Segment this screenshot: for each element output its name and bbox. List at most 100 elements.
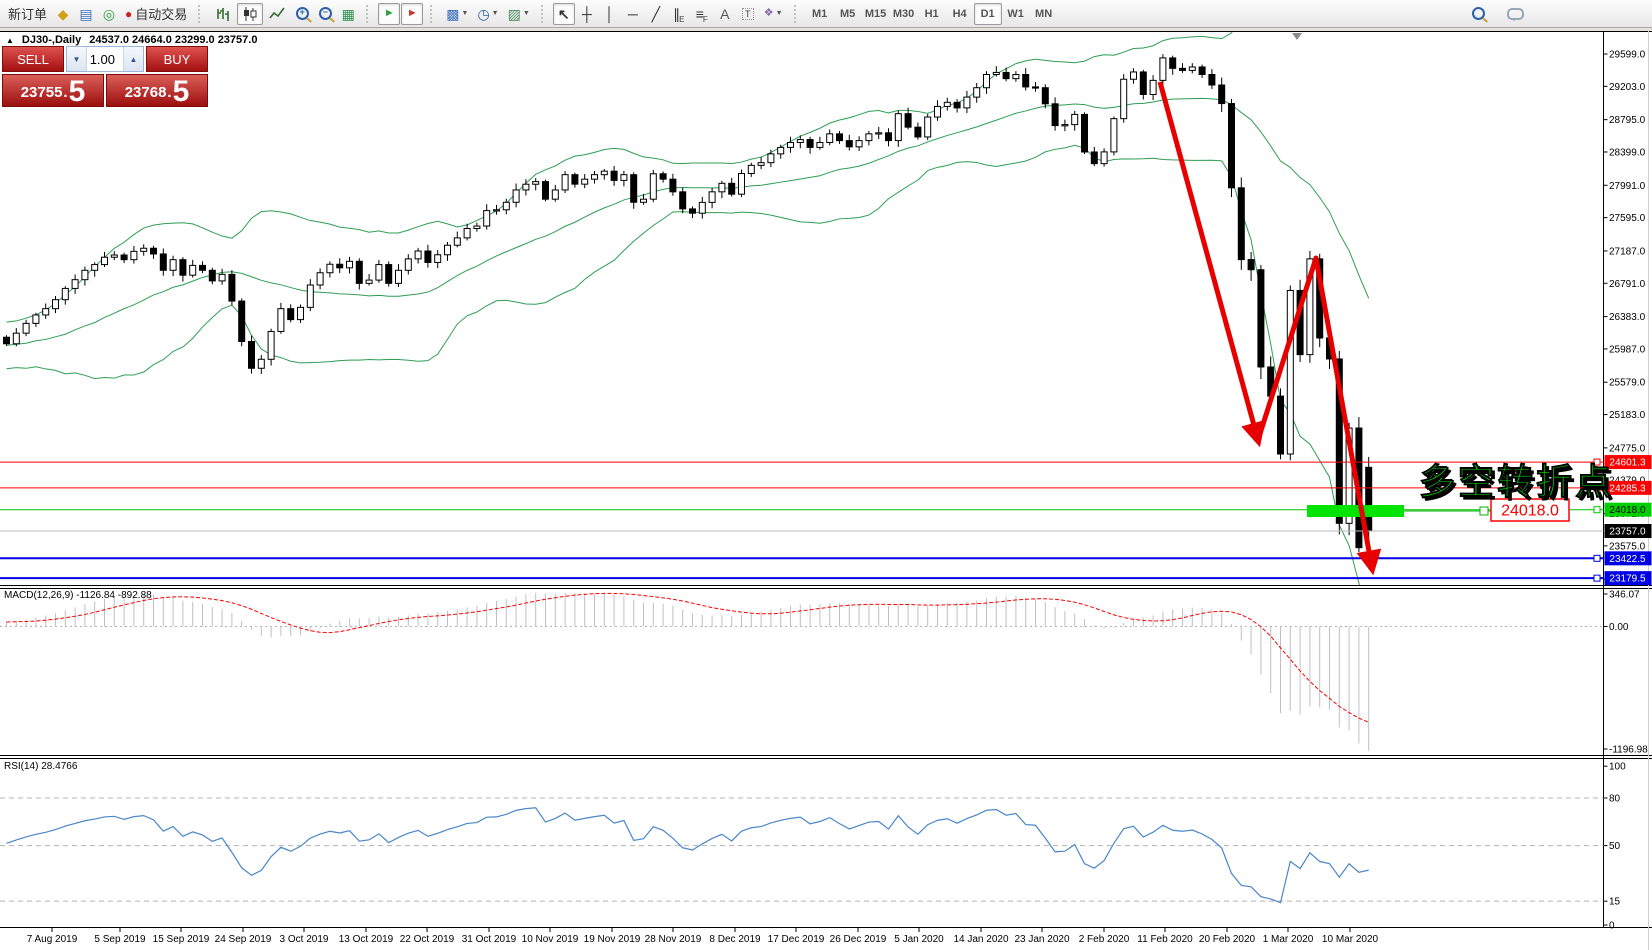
bear-candle [1022, 73, 1030, 88]
svg-text:50: 50 [1609, 841, 1621, 852]
arrows-dropdown[interactable]: ❖ ▼ [760, 3, 787, 25]
zoom-out-button[interactable]: − [314, 3, 336, 25]
auto-scroll-button[interactable]: ► [378, 2, 401, 25]
volume-input[interactable]: 1.00 [87, 47, 123, 71]
arrows-icon: ❖ [763, 7, 774, 19]
bear-candle [1051, 103, 1059, 127]
svg-text:29599.0: 29599.0 [1609, 50, 1646, 61]
date-axis[interactable]: 7 Aug 2019 5 Sep 2019 15 Sep 2019 24 Sep 20… [27, 927, 1379, 945]
periods-dropdown[interactable]: ◷ ▼ [473, 3, 502, 25]
bar-chart-type-button[interactable] [210, 3, 236, 25]
buy-button[interactable]: BUY [146, 46, 208, 72]
trendline-button[interactable]: ╱ [645, 3, 667, 25]
diamond-icon: ◆ [57, 5, 69, 22]
macd-main-value: -1126.84 [76, 590, 115, 601]
svg-text:3 Oct 2019: 3 Oct 2019 [280, 934, 329, 945]
navigator-icon[interactable]: ◎ [98, 3, 120, 25]
autotrade-icon: ● [125, 6, 133, 21]
bull-candle [52, 299, 59, 310]
new-chart-dropdown[interactable]: ▩ ▼ [442, 3, 472, 25]
price-callout-box[interactable] [1490, 498, 1570, 522]
bull-candle [257, 358, 265, 369]
bull-candle [32, 314, 40, 324]
rsi-value: 28.4766 [41, 761, 78, 772]
bull-candle [61, 287, 69, 301]
bull-candle [110, 254, 118, 258]
line-chart-icon [269, 7, 285, 18]
bear-candle [1228, 103, 1235, 189]
new-order-button[interactable]: 新订单 [8, 7, 48, 22]
sell-price-main: 23755 [20, 84, 63, 101]
text-icon: A [720, 5, 730, 22]
bull-candle [483, 210, 491, 227]
trendline-icon: ╱ [651, 5, 660, 22]
timeframe-button-D1[interactable]: D1 [973, 2, 1002, 25]
chat-button[interactable] [1503, 3, 1528, 25]
timeframe-button-M15[interactable]: M15 [864, 7, 887, 20]
green-highlight-bar[interactable] [1307, 505, 1404, 517]
bull-candle [22, 322, 30, 334]
toolbar-grip [430, 4, 437, 23]
bull-candle [640, 198, 647, 203]
bollinger-lower-band [6, 144, 1361, 585]
candlestick-icon [244, 6, 257, 21]
equidistant-channel-button[interactable]: ∥ E [668, 3, 690, 25]
timeframe-button-M30[interactable]: M30 [892, 7, 915, 20]
tile-windows-button[interactable]: ▦ [337, 3, 359, 25]
zoom-in-icon: + [295, 7, 309, 20]
candlestick-type-button[interactable] [237, 2, 264, 25]
bull-candle [600, 170, 608, 176]
red-trend-arrow-down-2[interactable] [1255, 255, 1382, 576]
timeframe-button-H1[interactable]: H1 [924, 7, 939, 20]
bull-candle [973, 87, 981, 98]
horizontal-line-button[interactable]: ─ [622, 3, 644, 25]
level-handle[interactable] [1593, 484, 1601, 492]
volume-increase-button[interactable]: ▲ [123, 47, 143, 71]
search-button[interactable] [1467, 3, 1489, 25]
cursor-button[interactable]: ↖ [552, 2, 575, 25]
main-chart-plot[interactable] [6, 0, 1370, 610]
level-handle[interactable] [1593, 506, 1601, 514]
volume-decrease-button[interactable]: ▼ [67, 47, 87, 71]
fibonacci-button[interactable]: ≡ F [691, 3, 713, 25]
bull-candle [365, 279, 373, 284]
svg-text:25987.0: 25987.0 [1609, 344, 1646, 355]
bull-candle [434, 254, 442, 263]
auto-trading-button[interactable]: ● 自动交易 [121, 3, 191, 25]
callout-handle[interactable] [1479, 506, 1489, 516]
level-handle[interactable] [1593, 574, 1601, 582]
timeframe-button-W1[interactable]: W1 [1007, 7, 1024, 20]
macd-label: MACD(12,26,9) -1126.84 -892.88 [4, 590, 152, 601]
bull-candle [747, 164, 755, 175]
timeframe-button-M1[interactable]: M1 [811, 7, 828, 20]
text-button[interactable]: A [714, 3, 736, 25]
crosshair-button[interactable]: ┼ [576, 3, 598, 25]
timeframe-button-MN[interactable]: MN [1035, 7, 1053, 20]
level-handle[interactable] [1593, 554, 1601, 562]
bull-candle [698, 201, 706, 214]
market-watch-icon[interactable]: ◆ [52, 3, 74, 25]
buy-price-box[interactable]: 23768. 5 [106, 74, 208, 107]
level-handle[interactable] [1593, 458, 1601, 466]
channel-icon: ∥ [673, 5, 681, 22]
buy-price-big-digit: 5 [172, 74, 190, 108]
red-trend-arrow-down-1[interactable] [1157, 81, 1266, 448]
svg-text:14 Jan 2020: 14 Jan 2020 [953, 934, 1008, 945]
bull-candle [316, 272, 324, 286]
timeframe-button-M5[interactable]: M5 [839, 7, 856, 20]
bull-candle [591, 174, 598, 180]
data-window-icon[interactable]: ▤ [75, 3, 97, 25]
templates-dropdown[interactable]: ▨ ▼ [504, 3, 534, 25]
zoom-in-button[interactable]: + [291, 3, 313, 25]
line-chart-type-button[interactable] [264, 3, 290, 25]
vertical-line-button[interactable]: │ [599, 3, 621, 25]
svg-text:23422.5: 23422.5 [1609, 554, 1646, 565]
timeframe-button-H4[interactable]: H4 [952, 7, 967, 20]
turning-point-text[interactable]: 多空转折点 [1419, 461, 1614, 503]
sell-price-box[interactable]: 23755. 5 [2, 74, 104, 107]
chart-shift-button[interactable]: ► [401, 2, 424, 25]
sell-button[interactable]: SELL [2, 46, 64, 72]
bull-candle [787, 142, 794, 148]
text-label-button[interactable]: T [737, 3, 759, 25]
